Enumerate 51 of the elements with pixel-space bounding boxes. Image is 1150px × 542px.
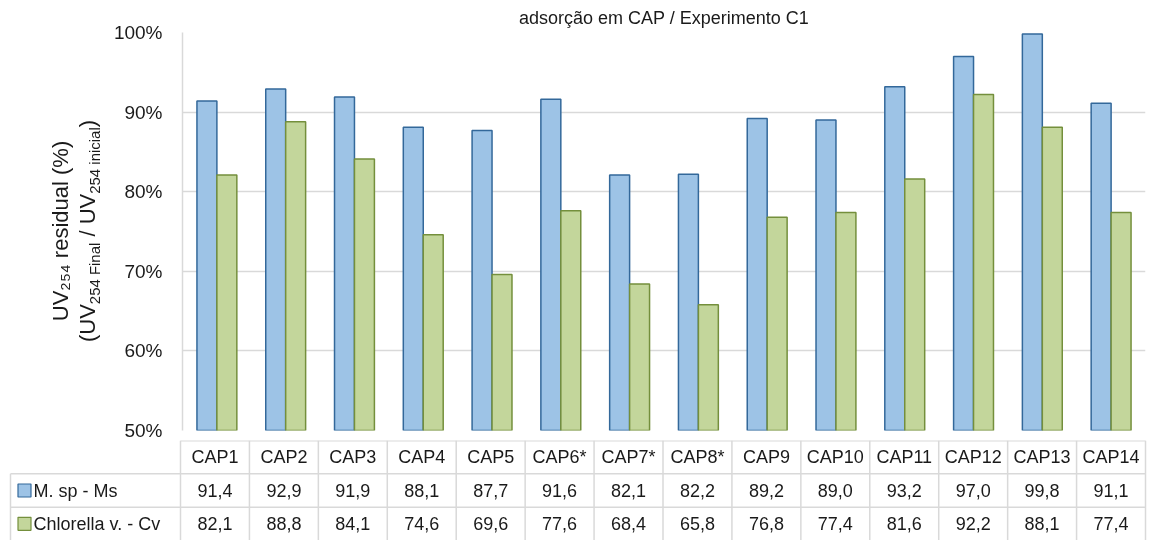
- x-tick-label: CAP2: [260, 447, 308, 468]
- data-label: 82,2: [679, 481, 715, 501]
- data-label: 89,2: [748, 481, 784, 501]
- x-tick-label: CAP11: [876, 447, 933, 468]
- data-label: 91,1: [1093, 481, 1129, 501]
- data-label: 91,4: [197, 481, 233, 501]
- x-tick-label: CAP8*: [670, 447, 725, 468]
- y-tick-label: 50%: [124, 419, 163, 441]
- data-label: 99,8: [1024, 481, 1060, 501]
- x-tick-label: CAP4: [398, 447, 446, 468]
- data-label: 92,9: [266, 481, 302, 501]
- y-tick-label: 100%: [113, 22, 163, 43]
- chart-title: adsorção em CAP / Experimento C1: [518, 7, 809, 28]
- data-label: 93,2: [886, 481, 922, 501]
- legend-label: Chlorella v. - Cv: [33, 513, 161, 534]
- data-label: 65,8: [679, 514, 715, 535]
- data-label: 74,6: [404, 514, 440, 535]
- y-tick-label: 90%: [124, 101, 163, 123]
- data-label: 88,8: [266, 514, 302, 535]
- data-label: 88,1: [1024, 514, 1060, 535]
- data-label: 68,4: [611, 514, 647, 535]
- data-label: 82,1: [197, 514, 233, 535]
- data-label: 92,2: [955, 514, 991, 535]
- data-label: 82,1: [611, 481, 647, 501]
- x-tick-label: CAP14: [1082, 447, 1140, 468]
- data-label: 84,1: [335, 514, 371, 535]
- data-label: 81,6: [886, 514, 922, 535]
- x-tick-label: CAP13: [1013, 447, 1071, 468]
- data-label: 77,6: [542, 514, 578, 535]
- data-label: 77,4: [817, 514, 853, 535]
- x-tick-label: CAP9: [742, 447, 790, 468]
- x-tick-label: CAP7*: [601, 447, 656, 468]
- data-label: 91,6: [542, 481, 578, 501]
- x-tick-label: CAP6*: [532, 447, 587, 468]
- y-tick-label: 80%: [124, 181, 163, 203]
- x-tick-label: CAP10: [806, 447, 864, 468]
- data-label: 69,6: [473, 514, 509, 535]
- data-label: 88,1: [404, 481, 440, 501]
- x-tick-label: CAP3: [329, 447, 377, 468]
- data-label: 76,8: [748, 514, 784, 535]
- data-label: 97,0: [955, 481, 991, 501]
- x-tick-label: CAP12: [944, 447, 1002, 468]
- legend-label: M. sp - Ms: [33, 480, 118, 501]
- x-tick-label: CAP1: [191, 447, 239, 468]
- x-tick-label: CAP5: [467, 447, 515, 468]
- data-label: 87,7: [473, 481, 509, 501]
- y-tick-label: 60%: [124, 340, 163, 362]
- data-label: 89,0: [817, 481, 853, 501]
- y-tick-label: 70%: [124, 260, 163, 282]
- data-label: 91,9: [335, 481, 371, 501]
- data-label: 77,4: [1093, 514, 1129, 535]
